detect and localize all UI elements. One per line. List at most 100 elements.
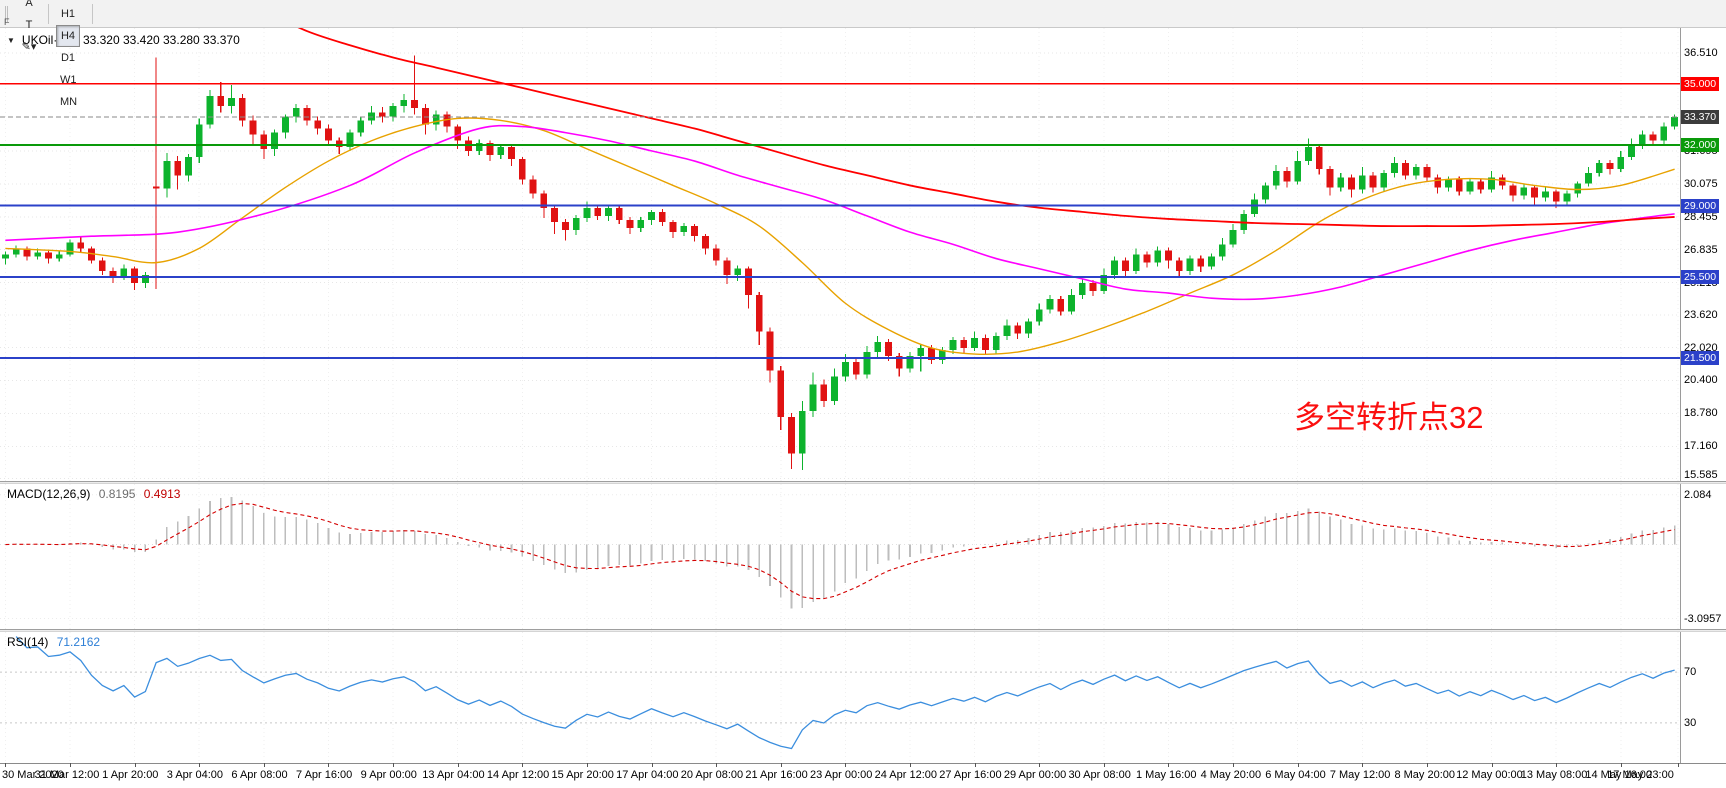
time-axis-tick: [328, 763, 329, 767]
time-axis-tick: [1104, 763, 1105, 767]
price-tick-label: 30.075: [1684, 177, 1718, 190]
candle-down: [928, 347, 935, 361]
time-axis-tick: [975, 763, 976, 767]
macd-name: MACD(12,26,9): [7, 487, 91, 501]
candle-down: [174, 161, 182, 176]
time-axis-label: 1 May 16:00: [1136, 769, 1197, 781]
candle-up: [1003, 325, 1011, 336]
text-annotation-tool[interactable]: A: [17, 0, 41, 14]
candle-down: [1175, 260, 1183, 271]
candle-up: [185, 156, 192, 176]
candle-up: [949, 339, 957, 350]
price-line-badge: 25.500: [1681, 269, 1720, 284]
candle-down: [766, 331, 774, 371]
time-axis-tick: [393, 763, 394, 767]
candle-down: [626, 219, 634, 229]
candle-down: [77, 242, 85, 249]
candle-down: [378, 112, 386, 117]
candle-up: [1208, 256, 1215, 267]
time-axis-tick: [652, 763, 653, 767]
candles-layer: [1, 55, 1679, 471]
candle-up: [648, 211, 655, 220]
time-axis-tick: [458, 763, 459, 767]
candle-up: [55, 254, 63, 259]
drawing-tools-dropdown[interactable]: ✎▾: [17, 36, 41, 58]
macd-main-value: 0.8195: [98, 487, 136, 501]
candle-up: [1111, 260, 1119, 275]
candle-up: [874, 341, 882, 353]
panel-splitter[interactable]: [0, 481, 1726, 484]
time-axis-tick: [1621, 763, 1622, 767]
candle-up: [475, 142, 483, 151]
price-axis-border: [1680, 28, 1681, 763]
candle-down: [98, 260, 106, 271]
candle-up: [798, 410, 806, 454]
candle-up: [734, 268, 742, 275]
time-axis-label: 20 Apr 08:00: [680, 769, 744, 781]
time-axis-label: 17 Apr 04:00: [616, 769, 679, 781]
rsi-scale-label: 30: [1684, 716, 1697, 729]
time-axis-tick: [1168, 763, 1169, 767]
time-axis-label: 30 Apr 08:00: [1068, 769, 1131, 781]
candle-up: [1035, 309, 1043, 322]
price-line-badge: 32.000: [1681, 137, 1720, 152]
candle-down: [1401, 163, 1409, 176]
candle-down: [454, 126, 462, 141]
candle-up: [1563, 193, 1571, 202]
candle-up: [1585, 173, 1592, 184]
price-tick-label: 23.620: [1684, 309, 1718, 322]
panel-splitter[interactable]: [0, 629, 1726, 632]
macd-layer: [0, 494, 1680, 620]
candle-up: [346, 132, 354, 147]
toolbar-separator: [92, 3, 94, 24]
time-axis-tick: [5, 763, 6, 767]
candle-down: [335, 140, 343, 147]
ma-slow-line: [297, 28, 1675, 228]
time-axis-label: 3 Apr 04:00: [166, 769, 224, 781]
candle-down: [486, 142, 494, 155]
time-axis-label: 4 May 20:00: [1200, 769, 1262, 781]
candle-down: [691, 226, 699, 237]
time-axis-tick: [1039, 763, 1040, 767]
candle-up: [1218, 244, 1226, 257]
chart-annotation[interactable]: 多空转折点32: [1294, 400, 1484, 435]
candle-down: [303, 108, 311, 121]
timeframe-d1[interactable]: D1: [56, 47, 80, 69]
text-label-tool[interactable]: T: [17, 14, 41, 36]
candle-up: [1380, 173, 1388, 188]
time-axis-label: 14 Apr 12:00: [486, 769, 550, 781]
candle-down: [518, 159, 526, 180]
candle-up: [1671, 116, 1679, 127]
candle-up: [1229, 230, 1237, 245]
timeframe-w1[interactable]: W1: [56, 69, 81, 91]
candle-up: [1595, 163, 1603, 174]
rsi-line: [15, 636, 1675, 750]
time-axis-tick: [522, 763, 523, 767]
candle-down: [777, 370, 785, 418]
timeframe-mn[interactable]: MN: [56, 91, 81, 113]
timeframe-h4[interactable]: H4: [56, 24, 80, 47]
timeframe-h1[interactable]: H1: [56, 3, 80, 25]
time-axis-label: 14 May 16:00: [1585, 769, 1653, 781]
candle-up: [1272, 171, 1280, 186]
candle-up: [680, 226, 688, 233]
toolbar-grip[interactable]: [5, 5, 11, 22]
candle-up: [432, 114, 440, 125]
time-axis-tick: [587, 763, 588, 767]
candle-up: [120, 268, 128, 277]
candle-down: [1165, 250, 1172, 261]
time-axis-label: 6 May 04:00: [1265, 769, 1326, 781]
time-axis-label: 9 Apr 00:00: [360, 769, 417, 781]
candle-up: [1617, 156, 1625, 170]
candle-up: [1068, 295, 1075, 312]
price-tick-label: 36.510: [1684, 47, 1718, 60]
candle-down: [755, 295, 763, 332]
current-price-badge: 33.370: [1681, 109, 1720, 124]
candle-down: [1014, 325, 1022, 334]
time-axis-tick: [1492, 763, 1493, 767]
candle-up: [292, 108, 300, 117]
rsi-value: 71.2162: [56, 635, 101, 649]
price-tick-label: 18.780: [1684, 407, 1718, 420]
macd-signal-line: [5, 502, 1675, 600]
